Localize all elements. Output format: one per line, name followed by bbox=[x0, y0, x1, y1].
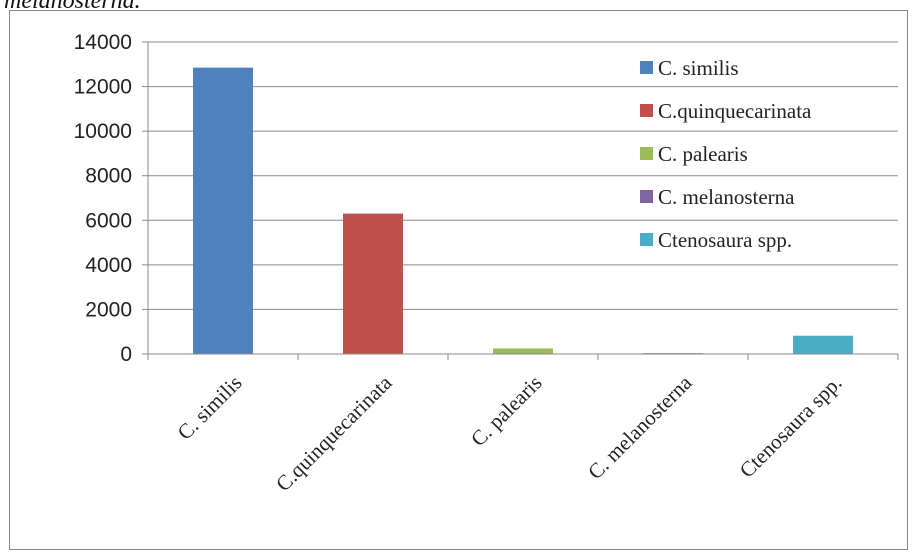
legend-swatch-5 bbox=[640, 233, 653, 246]
x-tick-label-1: C. similis bbox=[173, 371, 247, 445]
chart-frame bbox=[9, 10, 908, 550]
y-tick-labels: 0 2000 4000 6000 8000 10000 12000 14000 bbox=[74, 31, 132, 366]
legend-swatch-4 bbox=[640, 190, 653, 203]
y-tick-label-14000: 14000 bbox=[74, 31, 132, 54]
bars bbox=[193, 67, 853, 354]
bar-1 bbox=[193, 67, 253, 354]
bar-3 bbox=[493, 348, 553, 354]
bar-5 bbox=[793, 335, 853, 354]
y-tick-label-10000: 10000 bbox=[74, 120, 132, 143]
legend-swatch-1 bbox=[640, 61, 653, 74]
y-tick-label-8000: 8000 bbox=[85, 165, 132, 188]
legend-swatch-2 bbox=[640, 104, 653, 117]
legend-label-3: C. palearis bbox=[658, 142, 748, 166]
bar-2 bbox=[343, 213, 403, 354]
x-tick-label-4: C. melanosterna bbox=[583, 370, 697, 484]
x-tick-label-3: C. palearis bbox=[466, 371, 546, 451]
legend-label-4: C. melanosterna bbox=[658, 185, 795, 209]
x-tick-label-2: C.quinquecarinata bbox=[271, 370, 397, 496]
legend-label-5: Ctenosaura spp. bbox=[658, 228, 792, 252]
legend-label-2: C.quinquecarinata bbox=[658, 99, 812, 123]
axes bbox=[142, 41, 899, 360]
y-tick-label-0: 0 bbox=[120, 343, 132, 366]
legend-label-1: C. similis bbox=[658, 56, 739, 80]
grid-lines bbox=[148, 41, 898, 310]
legend: C. similis C.quinquecarinata C. palearis C.… bbox=[640, 56, 812, 252]
y-tick-label-2000: 2000 bbox=[85, 298, 132, 321]
y-tick-label-12000: 12000 bbox=[74, 76, 132, 99]
x-tick-labels: C. similis C.quinquecarinata C. palearis C.… bbox=[173, 370, 847, 496]
y-tick-label-4000: 4000 bbox=[85, 254, 132, 277]
x-tick-label-5: Ctenosaura spp. bbox=[735, 371, 847, 483]
legend-swatch-3 bbox=[640, 147, 653, 160]
y-tick-label-6000: 6000 bbox=[85, 209, 132, 232]
